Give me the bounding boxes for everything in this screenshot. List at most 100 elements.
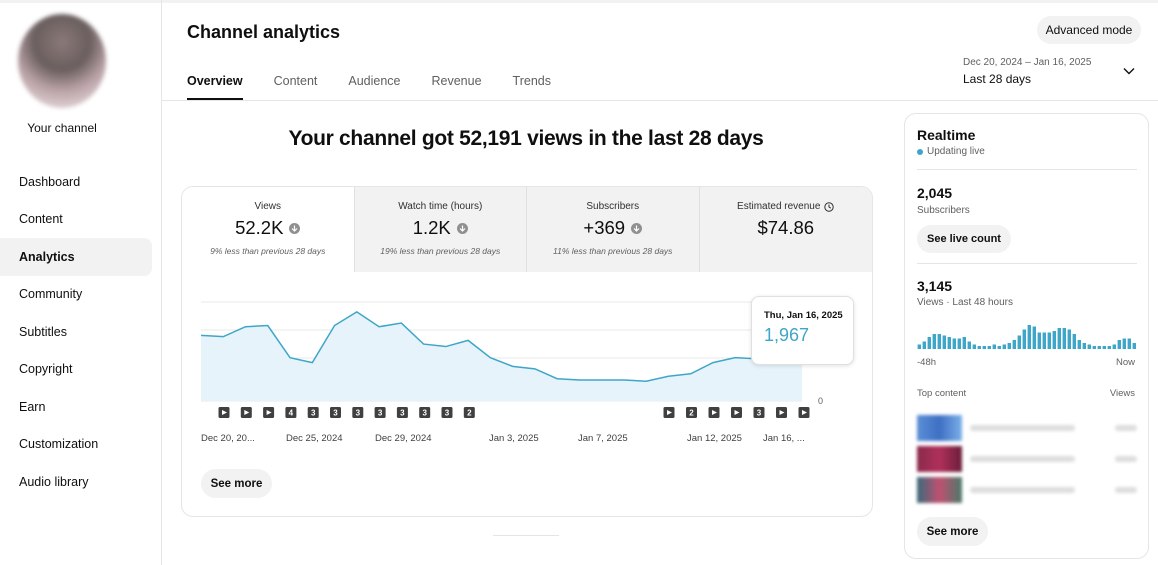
realtime-bar[interactable] (1082, 343, 1086, 349)
realtime-bar[interactable] (992, 344, 996, 350)
x-tick-label: Jan 7, 2025 (578, 433, 628, 444)
multi-video-marker[interactable]: 2 (686, 407, 697, 418)
video-marker-icon[interactable] (263, 407, 275, 418)
tab-trends[interactable]: Trends (512, 74, 551, 88)
video-marker-icon[interactable] (731, 407, 742, 418)
video-views-blurred (1115, 487, 1137, 493)
realtime-bar[interactable] (1107, 346, 1111, 349)
realtime-bar[interactable] (1087, 344, 1091, 350)
video-marker-icon[interactable] (240, 407, 252, 418)
sidebar-item-customization[interactable]: Customization (19, 437, 99, 452)
date-range-label[interactable]: Last 28 days (963, 72, 1032, 86)
metric-watch-time[interactable]: Watch time (hours) 1.2K 19% less than pr… (354, 187, 527, 272)
multi-video-marker[interactable]: 3 (307, 407, 319, 418)
advanced-mode-button[interactable]: Advanced mode (1037, 16, 1141, 44)
realtime-bar[interactable] (982, 346, 986, 349)
realtime-bar[interactable] (1102, 346, 1106, 349)
realtime-bar[interactable] (957, 338, 961, 350)
svg-text:3: 3 (378, 409, 383, 418)
realtime-bar[interactable] (977, 346, 981, 349)
realtime-bar[interactable] (1057, 328, 1061, 349)
realtime-bar[interactable] (942, 335, 946, 350)
x-tick-label: Dec 29, 2024 (375, 433, 432, 444)
video-marker-icon[interactable] (798, 407, 810, 418)
realtime-bar[interactable] (1112, 344, 1116, 350)
realtime-bar[interactable] (1027, 325, 1031, 349)
realtime-bar[interactable] (932, 334, 936, 349)
realtime-bar[interactable] (997, 346, 1001, 349)
realtime-bar[interactable] (927, 337, 931, 349)
your-channel-label[interactable]: Your channel (27, 121, 97, 135)
metric-revenue[interactable]: Estimated revenue $74.86 (699, 187, 872, 272)
multi-video-marker[interactable]: 3 (330, 407, 341, 418)
multi-video-marker[interactable]: 3 (753, 407, 765, 418)
tab-audience[interactable]: Audience (348, 74, 401, 88)
realtime-bar[interactable] (962, 337, 966, 349)
realtime-see-more-button[interactable]: See more (917, 517, 988, 546)
realtime-bar[interactable] (1012, 340, 1016, 349)
realtime-bar[interactable] (917, 344, 921, 350)
sidebar-item-earn[interactable]: Earn (19, 399, 46, 414)
multi-video-marker[interactable]: 3 (374, 407, 386, 418)
realtime-bar[interactable] (1067, 329, 1071, 350)
realtime-bar[interactable] (1017, 335, 1021, 350)
multi-video-marker[interactable]: 3 (419, 407, 431, 418)
sidebar: Your channel Dashboard Content Analytics… (0, 0, 162, 565)
realtime-bar[interactable] (1022, 329, 1026, 350)
sidebar-item-dashboard[interactable]: Dashboard (19, 174, 81, 189)
realtime-bar[interactable] (1132, 343, 1136, 349)
realtime-bar[interactable] (922, 341, 926, 350)
realtime-bar[interactable] (1127, 338, 1131, 350)
multi-video-marker[interactable]: 3 (396, 407, 408, 418)
sidebar-item-community[interactable]: Community (19, 287, 83, 302)
metric-views[interactable]: Views 52.2K 9% less than previous 28 day… (182, 187, 355, 272)
realtime-bar[interactable] (987, 346, 991, 349)
realtime-bar[interactable] (1072, 334, 1076, 349)
realtime-bar[interactable] (1092, 346, 1096, 349)
realtime-bar[interactable] (1062, 328, 1066, 349)
realtime-bar[interactable] (947, 337, 951, 349)
realtime-bar[interactable] (1077, 340, 1081, 349)
sidebar-item-copyright[interactable]: Copyright (19, 362, 73, 377)
realtime-bar[interactable] (1037, 332, 1041, 350)
see-live-count-button[interactable]: See live count (917, 225, 1011, 253)
metric-subscribers[interactable]: Subscribers +369 11% less than previous … (527, 187, 700, 272)
top-content-item[interactable] (917, 477, 1137, 503)
realtime-bar[interactable] (1042, 332, 1046, 350)
video-marker-icon[interactable] (663, 407, 675, 418)
realtime-bar[interactable] (1032, 326, 1036, 350)
overview-card: Views 52.2K 9% less than previous 28 day… (181, 186, 873, 517)
top-content-item[interactable] (917, 415, 1137, 441)
sidebar-item-subtitles[interactable]: Subtitles (19, 324, 67, 339)
realtime-bar[interactable] (1052, 331, 1056, 349)
top-content-item[interactable] (917, 446, 1137, 472)
channel-avatar[interactable] (18, 14, 106, 108)
video-marker-icon[interactable] (708, 407, 720, 418)
tab-revenue[interactable]: Revenue (431, 74, 482, 88)
sidebar-item-content[interactable]: Content (19, 212, 63, 227)
multi-video-marker[interactable]: 2 (463, 407, 475, 418)
multi-video-marker[interactable]: 4 (285, 407, 297, 418)
video-marker-icon[interactable] (776, 407, 787, 418)
realtime-bar[interactable] (1122, 338, 1126, 350)
realtime-bar[interactable] (937, 334, 941, 349)
multi-video-marker[interactable]: 3 (352, 407, 364, 418)
sidebar-nav: Dashboard Content Analytics Community Su… (0, 163, 152, 501)
realtime-bar[interactable] (1097, 346, 1101, 349)
realtime-bar[interactable] (972, 344, 976, 350)
tab-content[interactable]: Content (273, 74, 318, 88)
video-marker-icon[interactable] (218, 407, 230, 418)
realtime-bar[interactable] (1047, 332, 1051, 350)
sidebar-item-audio-library[interactable]: Audio library (19, 474, 89, 489)
realtime-bar[interactable] (967, 341, 971, 350)
chevron-down-icon[interactable] (1122, 64, 1136, 78)
realtime-bar[interactable] (1007, 343, 1011, 349)
multi-video-marker[interactable]: 3 (441, 407, 453, 418)
realtime-bar[interactable] (1002, 344, 1006, 350)
see-more-button[interactable]: See more (201, 469, 272, 498)
realtime-bar[interactable] (952, 338, 956, 350)
date-range-text[interactable]: Dec 20, 2024 – Jan 16, 2025 (963, 57, 1092, 68)
tab-overview[interactable]: Overview (187, 74, 243, 100)
realtime-bar[interactable] (1117, 340, 1121, 349)
sidebar-item-analytics[interactable]: Analytics (0, 238, 152, 276)
